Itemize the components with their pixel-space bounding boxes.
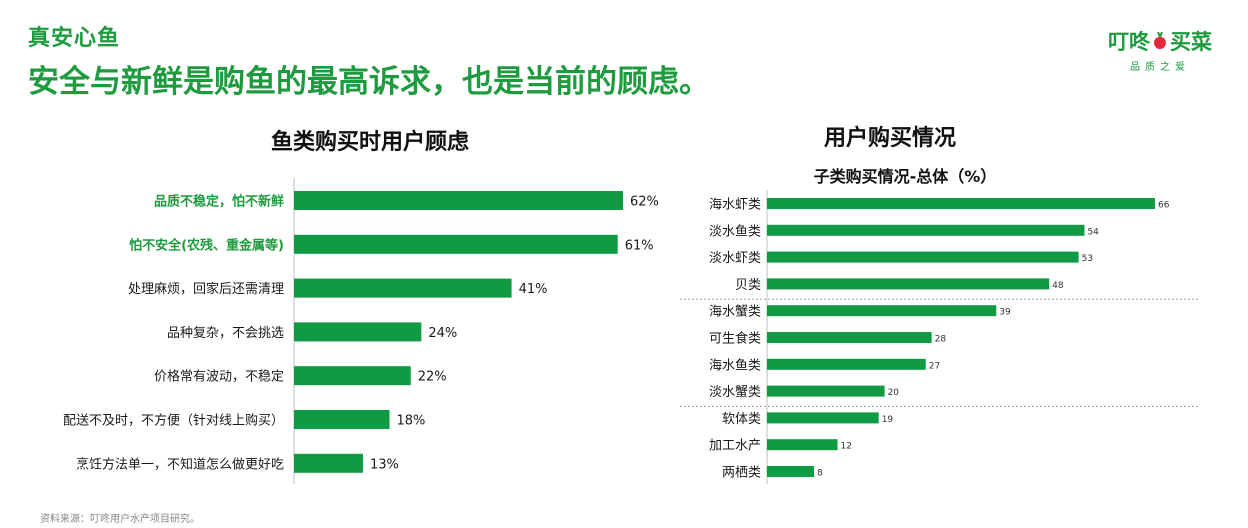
logo-name-left: 叮咚 — [1108, 30, 1150, 54]
right-category-label: 两栖类 — [722, 466, 761, 481]
right-category-label: 加工水产 — [709, 439, 761, 454]
left-bar — [294, 366, 411, 386]
right-chart-title: 用户购买情况 — [823, 126, 956, 151]
left-value-label: 18% — [397, 414, 426, 429]
left-bar — [294, 234, 618, 254]
left-bar — [294, 410, 390, 429]
logo-tagline: 品质之爱 — [1130, 62, 1190, 73]
right-bar — [767, 198, 1155, 209]
right-bar — [767, 439, 838, 451]
right-bar — [767, 251, 1079, 263]
left-bar — [294, 278, 512, 298]
left-value-label: 13% — [370, 457, 399, 472]
page-headline: 安全与新鲜是购鱼的最高诉求，也是当前的顾虑。 — [28, 64, 710, 100]
left-bar — [294, 322, 422, 342]
right-category-label: 海水虾类 — [709, 198, 761, 213]
right-value-label: 66 — [1158, 201, 1170, 211]
left-value-label: 41% — [519, 282, 548, 297]
right-value-label: 53 — [1082, 254, 1093, 264]
right-chart-subtitle: 子类购买情况-总体（%） — [813, 167, 997, 186]
right-value-label: 48 — [1052, 281, 1064, 291]
right-bar — [767, 385, 885, 397]
brand-logo: 真安心鱼 — [28, 26, 121, 51]
right-bar — [767, 466, 815, 477]
right-value-label: 20 — [888, 388, 900, 398]
right-category-label: 海水蟹类 — [709, 305, 761, 320]
right-category-label: 淡水鱼类 — [709, 223, 761, 239]
right-value-label: 39 — [999, 308, 1011, 318]
right-bar — [767, 278, 1050, 290]
right-category-label: 软体类 — [722, 412, 761, 427]
right-value-label: 27 — [929, 361, 940, 371]
right-category-label: 海水鱼类 — [709, 357, 761, 373]
left-category-label: 烹饪方法单一，不知道怎么做更好吃 — [76, 456, 284, 472]
right-value-label: 8 — [817, 469, 823, 479]
left-category-label: 品质不稳定，怕不新鲜 — [154, 194, 284, 210]
dingdong-logo: 叮咚 买菜 品质之爱 — [1100, 26, 1220, 73]
right-value-label: 19 — [882, 415, 894, 425]
left-value-label: 22% — [418, 370, 447, 385]
right-bar — [767, 224, 1085, 236]
left-bar — [294, 191, 623, 210]
left-category-label: 价格常有波动，不稳定 — [154, 369, 284, 385]
right-bar — [767, 412, 879, 424]
right-value-label: 12 — [841, 442, 852, 452]
radish-icon — [1154, 31, 1166, 49]
right-category-label: 贝类 — [735, 278, 761, 293]
left-bar — [294, 453, 363, 473]
right-category-label: 可生食类 — [709, 331, 761, 347]
right-value-label: 54 — [1087, 227, 1099, 237]
right-bar — [767, 332, 932, 343]
right-category-label: 淡水蟹类 — [709, 385, 761, 400]
logo-name-right: 买菜 — [1170, 30, 1212, 54]
left-chart-title: 鱼类购买时用户顾虑 — [270, 130, 469, 155]
left-category-label: 处理麻烦，回家后还需清理 — [128, 281, 284, 297]
left-category-label: 怕不安全(农残、重金属等) — [129, 237, 284, 253]
left-category-label: 配送不及时，不方便（针对线上购买） — [63, 413, 284, 429]
right-value-label: 28 — [935, 335, 947, 345]
left-value-label: 61% — [625, 238, 654, 253]
source-note: 资料来源：叮咚用户水产项目研究。 — [40, 514, 200, 525]
right-bar — [767, 358, 926, 370]
left-value-label: 24% — [428, 326, 457, 341]
right-bar — [767, 305, 997, 317]
left-category-label: 品种复杂，不会挑选 — [167, 326, 284, 341]
left-value-label: 62% — [630, 195, 659, 210]
right-category-label: 淡水虾类 — [709, 251, 761, 266]
